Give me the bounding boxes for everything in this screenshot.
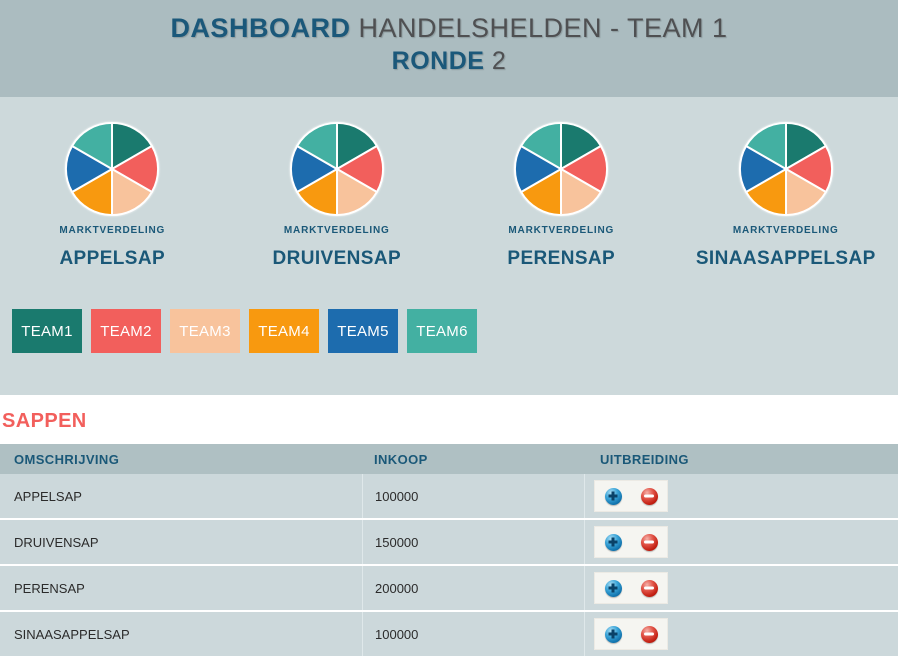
inkoop-value-cell: 100000 [362,612,584,656]
market-label: MARKTVERDELING [508,225,615,236]
inkoop-value-cell: 150000 [362,520,584,564]
uitbreiding-decrease-button[interactable] [640,487,658,505]
pie-charts-row: MARKTVERDELING APPELSAP MARKTVERDELING D… [0,97,898,270]
team2-button[interactable]: TEAM2 [91,309,161,353]
uitbreiding-action-panel [594,572,668,604]
remove-icon [640,487,658,505]
uitbreiding-decrease-button[interactable] [640,625,658,643]
market-label: MARKTVERDELING [732,225,839,236]
market-section: MARKTVERDELING APPELSAP MARKTVERDELING D… [0,97,898,395]
column-header-uitbreiding: UITBREIDING [600,451,689,467]
inkoop-value-cell: 100000 [362,474,584,518]
remove-icon [640,533,658,551]
remove-icon [640,625,658,643]
team4-button[interactable]: TEAM4 [249,309,319,353]
column-header-inkoop: INKOOP [374,451,428,467]
pie-card-appelsap: MARKTVERDELING APPELSAP [0,97,225,270]
sappen-table: OMSCHRIJVING INKOOP UITBREIDING APPELSAP… [0,444,898,658]
uitbreiding-cell [584,520,898,564]
page-header: DASHBOARD HANDELSHELDEN - TEAM 1 RONDE 2 [0,0,898,97]
add-icon [604,625,622,643]
pie-chart-perensap [514,121,609,217]
table-row-druivensap: DRUIVENSAP 150000 [0,520,898,566]
uitbreiding-decrease-button[interactable] [640,533,658,551]
remove-icon [640,579,658,597]
pie-card-sinaasappelsap: MARKTVERDELING SINAASAPPELSAP [674,97,898,270]
market-label: MARKTVERDELING [283,225,390,236]
round-subtitle: RONDE 2 [0,47,898,76]
pie-slice-team6 [295,121,338,170]
pie-slice-team6 [520,121,563,170]
pie-card-druivensap: MARKTVERDELING DRUIVENSAP [225,97,450,270]
pie-slice-team6 [744,121,787,170]
pie-card-perensap: MARKTVERDELING PERENSAP [449,97,674,270]
product-name-cell: DRUIVENSAP [14,534,99,550]
pie-slice-team6 [71,121,114,170]
table-title-band: SAPPEN [0,395,898,444]
uitbreiding-increase-button[interactable] [604,625,622,643]
table-header-row: OMSCHRIJVING INKOOP UITBREIDING [0,444,898,474]
table-row-appelsap: APPELSAP 100000 [0,474,898,520]
add-icon [604,579,622,597]
product-title-perensap: PERENSAP [507,248,616,269]
uitbreiding-action-panel [594,618,668,650]
page-title-rest: HANDELSHELDEN - TEAM 1 [350,13,728,43]
team1-button[interactable]: TEAM1 [12,309,82,353]
pie-chart-sinaasappelsap [738,121,833,217]
add-icon [604,487,622,505]
product-name-cell: APPELSAP [14,488,82,504]
inkoop-value-cell: 200000 [362,566,584,610]
page-title-strong: DASHBOARD [170,13,351,43]
product-title-appelsap: APPELSAP [59,248,166,269]
uitbreiding-increase-button[interactable] [604,487,622,505]
product-title-sinaasappelsap: SINAASAPPELSAP [695,248,876,269]
page-title: DASHBOARD HANDELSHELDEN - TEAM 1 [0,13,898,44]
round-subtitle-strong: RONDE [391,47,485,75]
table-row-perensap: PERENSAP 200000 [0,566,898,612]
team3-button[interactable]: TEAM3 [170,309,240,353]
uitbreiding-increase-button[interactable] [604,579,622,597]
team-buttons-row: TEAM1 TEAM2 TEAM3 TEAM4 TEAM5 TEAM6 [0,309,898,353]
team5-button[interactable]: TEAM5 [328,309,398,353]
pie-chart-appelsap [65,121,160,217]
product-name-cell: PERENSAP [14,580,85,596]
uitbreiding-cell [584,612,898,656]
product-title-druivensap: DRUIVENSAP [272,248,402,269]
column-header-omschrijving: OMSCHRIJVING [14,451,120,467]
team6-button[interactable]: TEAM6 [407,309,477,353]
uitbreiding-decrease-button[interactable] [640,579,658,597]
market-label: MARKTVERDELING [59,225,166,236]
add-icon [604,533,622,551]
pie-chart-druivensap [289,121,384,217]
uitbreiding-cell [584,566,898,610]
table-row-sinaasappelsap: SINAASAPPELSAP 100000 [0,612,898,658]
uitbreiding-action-panel [594,480,668,512]
table-title: SAPPEN [2,410,87,432]
product-name-cell: SINAASAPPELSAP [14,626,130,642]
uitbreiding-action-panel [594,526,668,558]
uitbreiding-increase-button[interactable] [604,533,622,551]
uitbreiding-cell [584,474,898,518]
round-subtitle-rest: 2 [484,47,507,75]
